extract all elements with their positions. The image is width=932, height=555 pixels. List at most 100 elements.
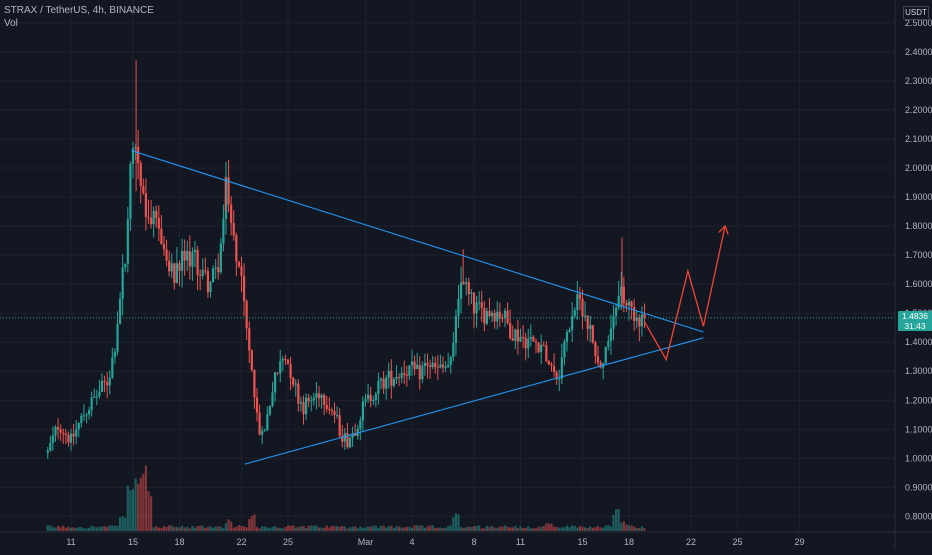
volume-bar <box>633 526 636 531</box>
candle-body <box>209 281 212 293</box>
volume-bar <box>312 525 315 531</box>
candle-body <box>607 341 610 347</box>
volume-bar <box>217 526 220 531</box>
candle-body <box>638 317 641 327</box>
volume-bar <box>294 527 297 531</box>
price-tick-label: 2.5000 <box>905 18 932 28</box>
candle-body <box>480 302 483 309</box>
volume-bar <box>418 525 421 531</box>
volume-bar <box>563 527 566 531</box>
candle-body <box>46 450 49 453</box>
candle-body <box>583 315 587 317</box>
volume-bar <box>638 527 641 531</box>
candle-body <box>261 430 264 435</box>
volume-bar <box>377 527 380 531</box>
volume-bar <box>170 525 173 531</box>
volume-bar <box>643 528 646 531</box>
volume-bar <box>490 526 494 531</box>
candle-body <box>170 263 173 272</box>
volume-bar <box>222 528 225 531</box>
volume-bar <box>134 478 137 531</box>
volume-bar <box>131 489 135 531</box>
volume-bar <box>82 528 86 531</box>
candle-body <box>227 177 230 205</box>
volume-bar <box>152 527 155 531</box>
candle-body <box>359 420 362 429</box>
volume-bar <box>162 526 166 531</box>
volume-bar <box>54 527 57 531</box>
price-tick-label: 1.4000 <box>905 337 932 347</box>
volume-bar <box>235 526 238 531</box>
volume-bar <box>126 485 129 531</box>
volume-bar <box>245 527 248 531</box>
candle-body <box>423 363 427 367</box>
volume-bar <box>255 527 259 531</box>
volume-indicator-label[interactable]: Vol <box>4 18 18 29</box>
candle-body <box>131 148 135 164</box>
currency-label[interactable]: USDT <box>903 6 929 20</box>
candle-body <box>330 409 334 412</box>
trendlines <box>0 150 895 465</box>
candle-body <box>315 393 318 398</box>
candle-body <box>472 292 476 314</box>
volume-bar <box>211 527 215 531</box>
candle-body <box>537 342 540 353</box>
symbol-title[interactable]: STRAX / TetherUS, 4h, BINANCE <box>4 5 154 16</box>
candle-body <box>478 302 481 304</box>
candle-body <box>529 336 532 340</box>
candle-body <box>328 408 331 410</box>
candle-body <box>317 393 321 399</box>
volume-bar <box>617 508 620 531</box>
time-tick-label: 22 <box>236 537 246 547</box>
candle-body <box>410 361 414 366</box>
candle-body <box>465 282 468 284</box>
candle-body <box>467 282 470 295</box>
candle-body <box>488 311 491 317</box>
volume-bar <box>408 526 411 531</box>
volume-bar <box>609 526 613 531</box>
candle-body <box>80 415 83 424</box>
candle-body <box>266 414 269 431</box>
candle-body <box>560 357 563 379</box>
candle-body <box>511 338 514 341</box>
volume-bar <box>343 526 346 531</box>
time-tick-label: 4 <box>409 537 414 547</box>
candle-body <box>612 316 615 329</box>
volume-bar <box>428 525 432 531</box>
volume-bar <box>281 528 284 531</box>
candle-body <box>255 397 259 413</box>
volume-bar <box>434 527 437 531</box>
volume-bar <box>139 477 142 531</box>
candle-body <box>428 365 432 367</box>
candle-body <box>413 361 416 370</box>
candle-body <box>155 210 158 219</box>
candle-body <box>382 378 385 389</box>
volume-bar <box>121 516 124 531</box>
volume-bar <box>366 526 370 531</box>
price-tick-label: 1.1000 <box>905 424 932 434</box>
candle-body <box>180 250 184 271</box>
volume-bar <box>258 528 261 531</box>
volume-bar <box>307 525 310 531</box>
candle-body <box>348 438 352 448</box>
volume-bar <box>537 526 540 531</box>
volume-bar <box>325 525 328 531</box>
volume-bar <box>527 526 530 531</box>
candle-body <box>250 350 253 370</box>
candle-body <box>573 310 576 317</box>
volume-bar <box>454 513 458 531</box>
price-tick-label: 2.3000 <box>905 76 932 86</box>
price-tick-label: 0.9000 <box>905 482 932 492</box>
time-tick-label: 22 <box>686 537 696 547</box>
candle-body <box>199 274 202 277</box>
candle-body <box>490 312 494 317</box>
candle-body <box>346 433 349 448</box>
candle-body <box>168 260 171 272</box>
candle-body <box>279 360 282 374</box>
volume-bar <box>602 527 605 531</box>
candle-body <box>98 391 101 397</box>
candle-body <box>95 396 98 398</box>
candle-body <box>599 362 602 368</box>
